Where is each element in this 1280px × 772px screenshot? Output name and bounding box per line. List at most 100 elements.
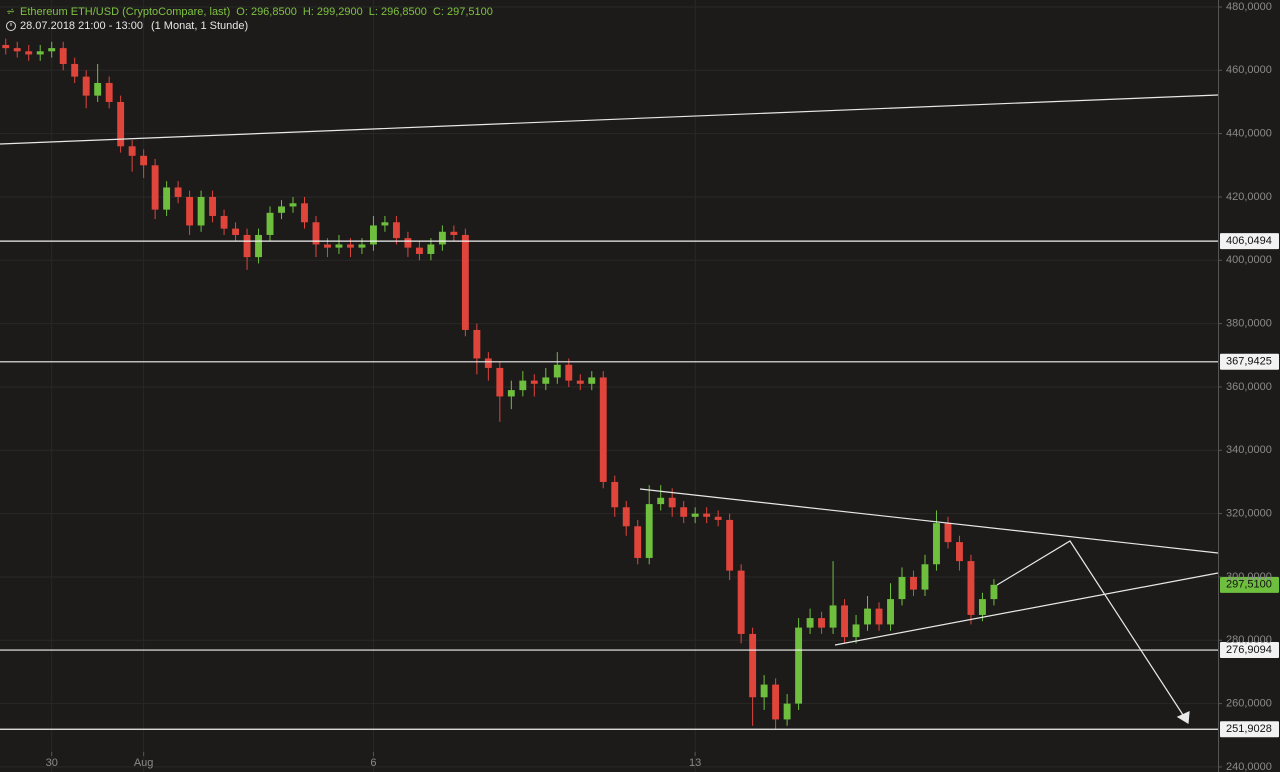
- x-tick-label: 13: [689, 757, 701, 769]
- candle-body: [450, 231, 458, 235]
- candle-body: [484, 358, 492, 368]
- level-tag: [1220, 353, 1279, 370]
- last-price-tag: [1220, 576, 1279, 593]
- candles: [2, 38, 998, 729]
- level-label: 406,0494: [1226, 235, 1272, 247]
- candle-body: [71, 63, 79, 77]
- candle-body: [737, 570, 745, 634]
- candle-body: [668, 497, 676, 508]
- candle-body: [910, 576, 917, 590]
- candle-body: [404, 238, 412, 248]
- candle-body: [829, 605, 837, 628]
- projection-arrow: [996, 540, 1186, 719]
- range: (1 Monat, 1 Stunde): [151, 20, 248, 32]
- candle-body: [772, 684, 780, 720]
- levels: 406,0494 367,9425 276,9094 251,9028 297,5100: [0, 233, 1279, 738]
- candle-body: [956, 542, 963, 562]
- candle-body: [760, 684, 768, 698]
- axis: 240,0000 260,0000 280,0000 300,0000 320,0000…: [46, 1, 1272, 772]
- candle-body: [990, 584, 998, 600]
- candle-body: [473, 329, 481, 359]
- candle-body: [978, 599, 986, 615]
- candle-body: [622, 507, 630, 527]
- y-tick-label: 400,0000: [1226, 254, 1272, 266]
- candle-body: [82, 76, 90, 96]
- candle-body: [392, 222, 400, 239]
- candle-body: [795, 627, 803, 704]
- y-tick-label: 340,0000: [1226, 444, 1272, 456]
- candle-body: [266, 212, 274, 235]
- chart-icon: ⩫: [6, 6, 15, 18]
- y-tick-label: 240,0000: [1226, 761, 1272, 772]
- candle-body: [680, 507, 688, 517]
- header-line: Ethereum ETH/USD (CryptoCompare, last) O:…: [20, 6, 493, 18]
- candle-body: [588, 377, 596, 384]
- candle-body: [381, 222, 389, 226]
- candle-body: [255, 234, 262, 258]
- trend-line: [834, 572, 1219, 646]
- y-tick-label: 320,0000: [1226, 508, 1272, 520]
- candle-body: [726, 519, 734, 571]
- ohlc-open: O: 296,8500: [236, 6, 297, 18]
- candle-body: [496, 367, 504, 397]
- candle-body: [565, 364, 573, 381]
- candle-body: [301, 203, 308, 223]
- candle-body: [2, 44, 10, 49]
- candle-body: [48, 48, 56, 52]
- ohlc-low: L: 296,8500: [369, 6, 427, 18]
- candle-body: [818, 618, 826, 628]
- candle-body: [220, 215, 228, 229]
- candle-body: [634, 526, 642, 558]
- grid: [0, 0, 1218, 772]
- candle-body: [645, 504, 653, 558]
- candle-body: [714, 516, 722, 520]
- candle-body: [186, 196, 194, 226]
- y-tick-label: 360,0000: [1226, 381, 1272, 393]
- candle-body: [232, 228, 240, 235]
- candle-body: [347, 244, 354, 248]
- level-tag: [1220, 642, 1279, 659]
- candle-body: [806, 618, 814, 628]
- header: ⩫ Ethereum ETH/USD (CryptoCompare, last)…: [6, 6, 493, 32]
- candle-body: [128, 146, 136, 156]
- candle-body: [209, 196, 217, 216]
- candle-body: [967, 561, 975, 615]
- y-tick-label: 280,0000: [1226, 634, 1272, 646]
- level-label: 276,9094: [1226, 644, 1272, 656]
- candle-body: [13, 48, 21, 52]
- ohlc-close: C: 297,5100: [433, 6, 493, 18]
- candle-body: [151, 165, 159, 210]
- clock-icon: [6, 21, 16, 31]
- level-tag: [1220, 721, 1279, 738]
- candle-body: [542, 377, 550, 384]
- candle-body: [611, 481, 619, 508]
- candle-body: [749, 633, 757, 698]
- candle-body: [25, 51, 33, 55]
- candle-body: [887, 599, 894, 625]
- trend-line: [639, 488, 1219, 554]
- candle-body: [657, 497, 665, 505]
- y-tick-label: 440,0000: [1226, 128, 1272, 140]
- level-label: 251,9028: [1226, 723, 1272, 735]
- candle-body: [599, 377, 607, 482]
- level-tag: [1220, 233, 1279, 250]
- candle-body: [163, 187, 171, 210]
- candle-body: [289, 203, 297, 207]
- candle-body: [415, 247, 423, 254]
- candle-body: [243, 234, 251, 258]
- arrow-head: [1176, 711, 1190, 725]
- candle-body: [105, 82, 113, 102]
- candle-body: [59, 48, 67, 64]
- trend-lines: [0, 94, 1219, 725]
- y-tick-label: 260,0000: [1226, 698, 1272, 710]
- candle-body: [875, 608, 883, 625]
- candle-body: [841, 605, 849, 638]
- candle-body: [507, 390, 515, 397]
- candle-body: [921, 564, 929, 590]
- trend-line: [0, 94, 1219, 145]
- x-tick-label: 6: [370, 757, 376, 769]
- y-tick-label: 300,0000: [1226, 571, 1272, 583]
